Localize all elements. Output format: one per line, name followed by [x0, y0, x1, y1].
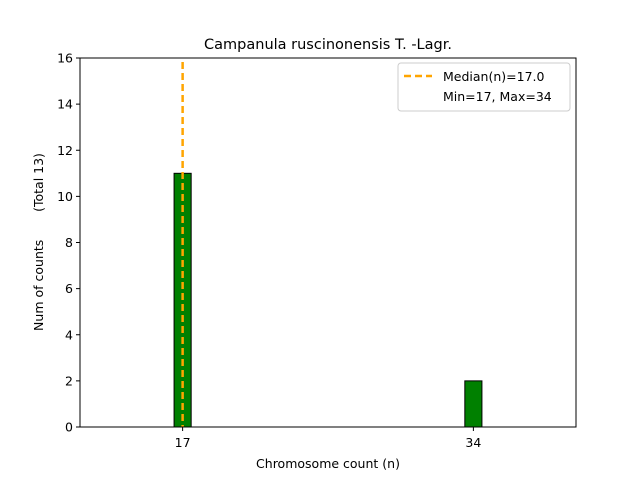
legend-minmax-label: Min=17, Max=34 [443, 89, 552, 104]
bar-34 [464, 380, 483, 428]
legend: Median(n)=17.0 Min=17, Max=34 [397, 62, 571, 112]
x-axis-label: Chromosome count (n) [256, 456, 400, 471]
y-tick-label: 16 [57, 51, 73, 66]
y-tick-label: 2 [65, 373, 73, 388]
x-tick-label: 34 [465, 435, 481, 450]
plot-area [80, 58, 576, 427]
y-tick-label: 6 [65, 281, 73, 296]
chart-title: Campanula ruscinonensis T. -Lagr. [204, 37, 452, 53]
y-axis-label: Num of counts (Total 13) [31, 153, 46, 331]
x-tick-label: 17 [175, 435, 191, 450]
y-tick-label: 4 [65, 327, 73, 342]
x-axis-ticks: 17 34 [175, 427, 481, 450]
y-tick-label: 0 [65, 420, 73, 435]
plot-frame [79, 57, 577, 428]
y-tick-label: 8 [65, 235, 73, 250]
y-tick-label: 12 [57, 143, 73, 158]
legend-median-label: Median(n)=17.0 [443, 69, 544, 84]
y-tick-label: 10 [57, 189, 73, 204]
y-axis-ticks: 0 2 4 6 8 10 12 14 16 [57, 51, 80, 435]
legend-box [397, 62, 571, 112]
y-tick-label: 14 [57, 97, 73, 112]
